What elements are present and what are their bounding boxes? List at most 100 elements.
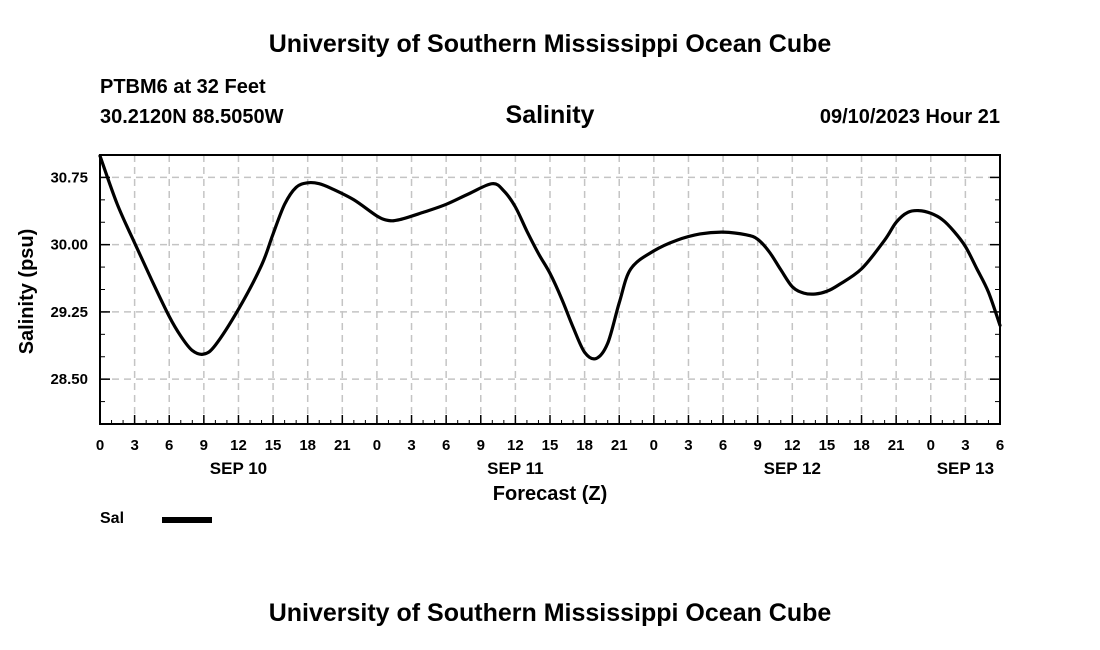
y-axis-title: Salinity (psu) <box>16 229 38 355</box>
data-point <box>606 342 608 344</box>
data-point <box>987 291 989 293</box>
y-tick-label: 30.00 <box>50 237 88 254</box>
data-point <box>468 192 470 194</box>
data-point <box>630 268 632 270</box>
data-point <box>930 212 932 214</box>
data-point <box>814 293 816 295</box>
date-label: SEP 11 <box>487 459 543 478</box>
data-point <box>826 290 828 292</box>
data-point <box>376 215 378 217</box>
x-tick-label: 3 <box>961 437 969 454</box>
x-tick-label: 0 <box>650 437 658 454</box>
data-point <box>537 252 539 254</box>
date-label: SEP 13 <box>937 459 994 478</box>
data-point <box>549 272 551 274</box>
data-point <box>514 206 516 208</box>
x-tick-label: 12 <box>507 437 524 454</box>
date-label: SEP 12 <box>764 459 821 478</box>
data-point <box>445 203 447 205</box>
x-axis-title: Forecast (Z) <box>493 483 607 505</box>
footer-title: University of Southern Mississippi Ocean… <box>268 599 832 627</box>
data-point <box>318 182 320 184</box>
x-tick-label: 9 <box>477 437 485 454</box>
x-tick-label: 3 <box>407 437 415 454</box>
chart-title: Salinity <box>505 101 595 129</box>
data-point <box>260 264 262 266</box>
data-point <box>906 211 908 213</box>
data-point <box>745 234 747 236</box>
station-coordinates: 30.2120N 88.5050W <box>100 106 284 128</box>
data-point <box>964 245 966 247</box>
y-tick-label: 29.25 <box>50 304 88 321</box>
x-tick-label: 18 <box>299 437 316 454</box>
x-tick-label: 6 <box>719 437 727 454</box>
data-point <box>306 182 308 184</box>
data-point <box>503 190 505 192</box>
data-point <box>526 230 528 232</box>
data-point <box>214 344 216 346</box>
data-point <box>803 292 805 294</box>
data-point <box>191 349 193 351</box>
data-point <box>237 308 239 310</box>
forecast-datetime: 09/10/2023 Hour 21 <box>819 106 1000 128</box>
x-tick-label: 12 <box>230 437 247 454</box>
data-point <box>918 209 920 211</box>
legend-line-swatch <box>162 517 212 523</box>
x-tick-label: 0 <box>373 437 381 454</box>
x-tick-label: 6 <box>165 437 173 454</box>
grid-layer <box>100 155 1000 424</box>
x-tick-label: 18 <box>853 437 870 454</box>
data-point <box>860 268 862 270</box>
data-point <box>768 251 770 253</box>
data-point <box>203 353 205 355</box>
data-point <box>883 239 885 241</box>
data-point <box>791 286 793 288</box>
data-point <box>422 211 424 213</box>
data-point <box>572 326 574 328</box>
data-point <box>699 233 701 235</box>
data-point <box>895 221 897 223</box>
x-tick-label: 0 <box>927 437 935 454</box>
data-point <box>653 250 655 252</box>
x-tick-label: 21 <box>888 437 905 454</box>
data-point <box>353 199 355 201</box>
data-point <box>560 297 562 299</box>
data-point <box>837 284 839 286</box>
data-point <box>133 242 135 244</box>
page-title: University of Southern Mississippi Ocean… <box>268 30 832 58</box>
x-tick-label: 21 <box>334 437 351 454</box>
data-point <box>999 324 1001 326</box>
station-label: PTBM6 at 32 Feet <box>100 76 266 98</box>
data-point <box>168 315 170 317</box>
x-tick-label: 9 <box>200 437 208 454</box>
y-tick-label: 30.75 <box>50 169 88 186</box>
x-tick-label: 0 <box>96 437 104 454</box>
axis-label-layer: 0 3 6 9 12 15 18 21 0 3 6 9 12 15 18 21 0 3 6 9 12 15 18 21 0 3 6 2… <box>50 169 1004 478</box>
data-point <box>722 231 724 233</box>
data-point <box>272 233 274 235</box>
data-point <box>116 203 118 205</box>
x-tick-label: 6 <box>442 437 450 454</box>
data-point <box>583 351 585 353</box>
data-point <box>295 186 297 188</box>
data-point <box>399 218 401 220</box>
x-tick-label: 15 <box>265 437 282 454</box>
salinity-series-line <box>98 154 1002 361</box>
tick-layer <box>99 176 1001 424</box>
data-point <box>387 219 389 221</box>
data-point <box>180 335 182 337</box>
data-point <box>330 187 332 189</box>
x-tick-label: 15 <box>542 437 559 454</box>
x-tick-label: 9 <box>754 437 762 454</box>
date-label: SEP 10 <box>210 459 267 478</box>
data-point <box>283 203 285 205</box>
x-tick-label: 3 <box>684 437 692 454</box>
x-tick-label: 15 <box>819 437 836 454</box>
legend-label: Sal <box>100 510 125 527</box>
x-tick-label: 3 <box>130 437 138 454</box>
data-point <box>976 268 978 270</box>
data-point <box>595 357 597 359</box>
x-tick-label: 18 <box>576 437 593 454</box>
x-tick-label: 12 <box>784 437 801 454</box>
